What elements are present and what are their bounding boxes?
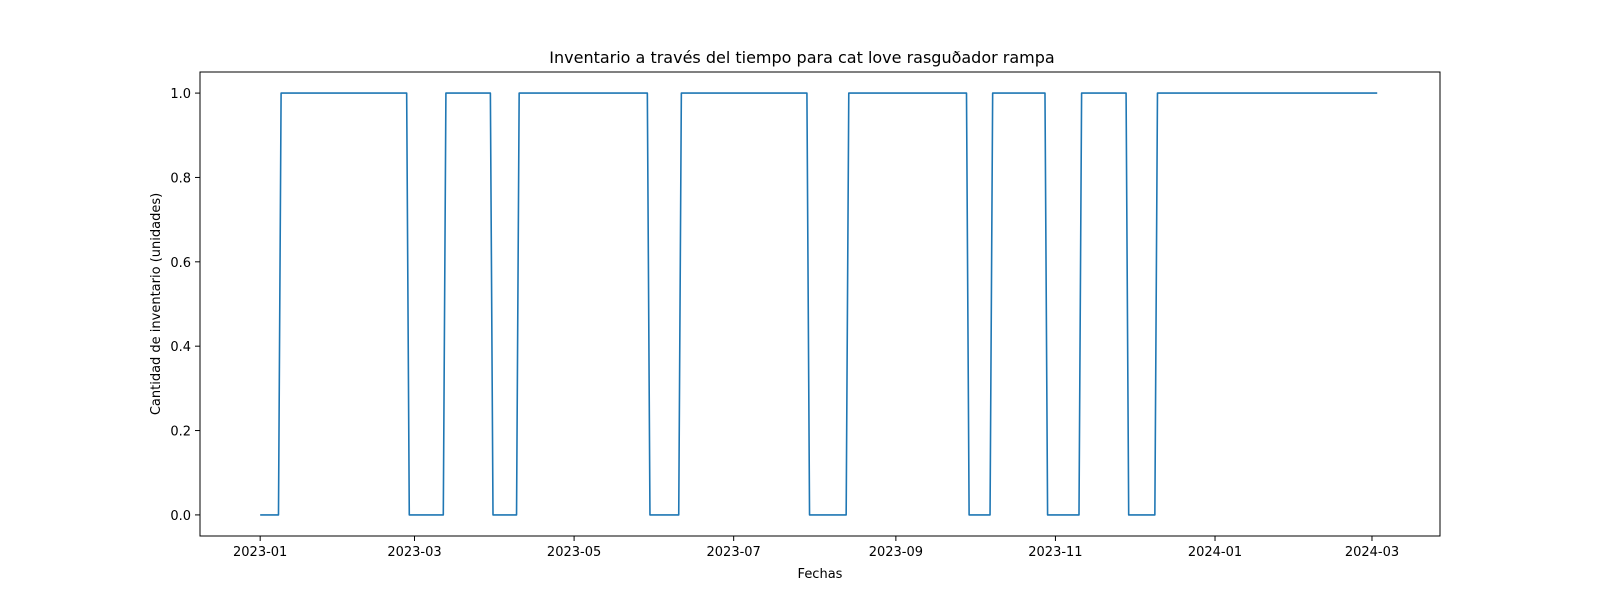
y-axis: 0.0 0.2 0.4 0.6 0.8 1.0 (170, 87, 200, 524)
plot-frame (199, 71, 1441, 537)
y-tick-label: 0.8 (170, 171, 191, 186)
series-line-0 (260, 92, 1378, 516)
chart-title: Inventario a través del tiempo para cat … (549, 48, 1054, 67)
plot-area (260, 92, 1378, 516)
y-tick-label: 0.2 (170, 425, 191, 440)
y-tick-label: 0.4 (170, 340, 191, 355)
y-tick-label: 0.0 (170, 509, 191, 524)
x-tick-label: 2024-01 (1188, 545, 1242, 560)
x-tick-label: 2023-05 (547, 545, 601, 560)
y-tick-label: 1.0 (170, 87, 191, 102)
x-tick-label: 2023-11 (1028, 545, 1082, 560)
y-axis-label: Cantidad de inventario (unidades) (149, 193, 164, 415)
x-tick-label: 2023-07 (707, 545, 761, 560)
y-tick-label: 0.6 (170, 256, 191, 271)
x-tick-label: 2023-01 (233, 545, 287, 560)
x-axis-label: Fechas (798, 567, 843, 582)
x-tick-label: 2023-09 (869, 545, 923, 560)
x-tick-label: 2023-03 (387, 545, 441, 560)
x-tick-label: 2024-03 (1345, 545, 1399, 560)
x-axis: 2023-01 2023-03 2023-05 2023-07 2023-09 2023-… (233, 536, 1399, 560)
